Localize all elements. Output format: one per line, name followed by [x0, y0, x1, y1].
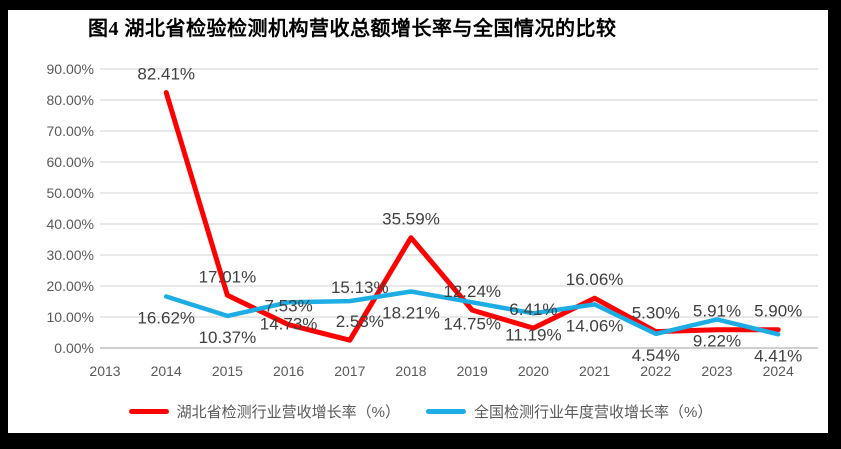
data-label: 5.91% — [693, 302, 741, 321]
x-axis-tick-label: 2020 — [518, 363, 549, 379]
frame-border-top — [0, 0, 841, 10]
data-label: 35.59% — [382, 210, 440, 229]
legend-item-national: 全国检测行业年度营收增长率（%） — [426, 401, 712, 422]
y-axis-tick-label: 20.00% — [47, 278, 94, 294]
legend-item-hubei: 湖北省检测行业营收增长率（%） — [128, 401, 400, 422]
x-axis-tick-label: 2018 — [395, 363, 426, 379]
data-label: 2.53% — [336, 312, 384, 331]
x-axis-tick-label: 2021 — [579, 363, 610, 379]
x-axis-tick-label: 2017 — [334, 363, 365, 379]
hubei-line-swatch-icon — [128, 409, 169, 414]
y-axis-tick-label: 60.00% — [47, 154, 94, 170]
y-axis-tick-label: 90.00% — [47, 61, 94, 77]
x-axis-tick-label: 2023 — [701, 363, 732, 379]
x-axis-tick-label: 2016 — [273, 363, 304, 379]
data-label: 14.06% — [566, 316, 624, 335]
data-label: 16.06% — [566, 270, 624, 289]
data-label: 4.41% — [754, 346, 802, 365]
x-axis-tick-label: 2022 — [640, 363, 671, 379]
y-axis-tick-label: 40.00% — [47, 216, 94, 232]
legend-label-national: 全国检测行业年度营收增长率（%） — [474, 404, 713, 421]
y-axis-tick-label: 10.00% — [47, 309, 94, 325]
frame-border-bottom — [0, 433, 841, 449]
national-line-swatch-icon — [426, 409, 466, 414]
frame-border-right — [828, 0, 841, 449]
data-label: 6.41% — [509, 300, 557, 319]
y-axis-tick-label: 0.00% — [54, 340, 94, 356]
data-label: 5.90% — [754, 302, 802, 321]
y-axis-tick-label: 80.00% — [47, 92, 94, 108]
chart-legend: 湖北省检测行业营收增长率（%） 全国检测行业年度营收增长率（%） — [0, 401, 841, 422]
data-label: 9.22% — [693, 331, 741, 350]
data-label: 18.21% — [382, 304, 440, 323]
x-axis-tick-label: 2024 — [763, 363, 794, 379]
data-label: 5.30% — [632, 304, 680, 323]
national-series-line — [163, 289, 781, 337]
y-axis-tick-label: 70.00% — [47, 123, 94, 139]
x-axis-tick-label: 2013 — [89, 363, 120, 379]
data-label: 82.41% — [137, 65, 195, 84]
y-axis-tick-label: 50.00% — [47, 185, 94, 201]
data-label: 4.54% — [632, 346, 680, 365]
data-label: 14.75% — [443, 314, 501, 333]
frame-border-left — [0, 0, 8, 449]
x-axis-tick-label: 2014 — [151, 363, 182, 379]
data-label: 16.62% — [137, 308, 195, 327]
data-label: 7.53% — [264, 297, 312, 316]
data-label: 14.73% — [260, 314, 318, 333]
y-axis-tick-label: 30.00% — [47, 247, 94, 263]
data-label: 17.01% — [199, 267, 257, 286]
data-label: 15.13% — [331, 278, 389, 297]
data-label: 10.37% — [199, 328, 257, 347]
data-label: 11.19% — [505, 325, 561, 344]
chart-title: 图4 湖北省检验检测机构营收总额增长率与全国情况的比较 — [88, 18, 617, 40]
x-axis-tick-label: 2015 — [212, 363, 243, 379]
x-axis-tick-label: 2019 — [457, 363, 488, 379]
data-label: 12.24% — [443, 282, 501, 301]
legend-label-hubei: 湖北省检测行业营收增长率（%） — [176, 404, 400, 421]
